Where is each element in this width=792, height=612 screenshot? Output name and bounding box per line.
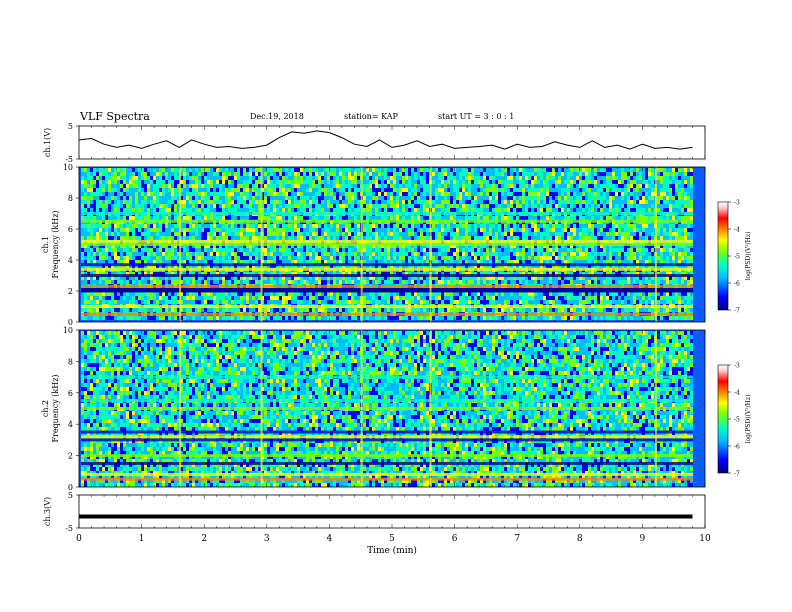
colorbar <box>717 201 729 311</box>
y-tick-label: 5 <box>68 122 73 131</box>
colorbar-tick-label: -3 <box>734 200 740 207</box>
y-axis-label: ch.3(V) <box>43 497 52 526</box>
colorbar-tick-label: -6 <box>734 444 740 451</box>
series-line <box>78 130 693 150</box>
y-tick-label: 4 <box>68 256 73 265</box>
header-title: VLF Spectra <box>80 110 150 123</box>
y-tick-label: 2 <box>68 287 73 296</box>
header-start-time: start UT = 3 : 0 : 1 <box>438 112 515 121</box>
x-tick-label: 3 <box>264 534 270 544</box>
colorbar-tick-label: -4 <box>734 227 740 234</box>
y-tick-label: 6 <box>68 389 73 398</box>
y-axis-label: ch.1(V) <box>43 128 52 157</box>
y-tick-label: 0 <box>68 318 73 327</box>
colorbar <box>717 364 729 474</box>
colorbar-tick-label: -6 <box>734 281 740 288</box>
colorbar-tick-label: -4 <box>734 390 740 397</box>
colorbar-label: log(PSD)(V²/Hz) <box>745 232 752 281</box>
x-tick-label: 9 <box>640 534 646 544</box>
panel-frame <box>78 494 706 529</box>
x-tick-label: 8 <box>577 534 583 544</box>
y-tick-label: -5 <box>65 524 73 533</box>
x-tick-label: 4 <box>327 534 333 544</box>
header-date: Dec.19, 2018 <box>250 112 304 121</box>
x-tick-label: 0 <box>76 534 82 544</box>
x-tick-label: 10 <box>699 534 711 544</box>
y-axis-label: Frequency (kHz) <box>51 210 60 278</box>
y-axis-label-channel: ch.2 <box>41 400 50 417</box>
x-tick-label: 7 <box>514 534 520 544</box>
colorbar-tick-label: -5 <box>734 417 740 424</box>
y-tick-label: 6 <box>68 225 73 234</box>
y-tick-label: 5 <box>68 491 73 500</box>
colorbar-tick-label: -3 <box>734 363 740 370</box>
y-tick-label: 8 <box>68 357 73 366</box>
y-tick-label: -5 <box>65 155 73 164</box>
y-tick-label: 8 <box>68 194 73 203</box>
x-tick-label: 1 <box>139 534 145 544</box>
colorbar-tick-label: -5 <box>734 254 740 261</box>
y-tick-label: 10 <box>63 163 73 172</box>
y-tick-label: 4 <box>68 420 73 429</box>
y-axis-label: Frequency (kHz) <box>51 374 60 442</box>
x-tick-label: 2 <box>201 534 207 544</box>
y-tick-label: 0 <box>68 483 73 492</box>
colorbar-tick-label: -7 <box>734 471 740 478</box>
y-tick-label: 2 <box>68 452 73 461</box>
panel-frame <box>78 125 706 160</box>
y-axis-label-channel: ch.1 <box>41 236 50 253</box>
colorbar-tick-label: -7 <box>734 308 740 315</box>
x-tick-label: 6 <box>452 534 458 544</box>
spectrogram-cells <box>81 167 693 322</box>
header-station: station= KAP <box>344 112 398 121</box>
x-axis-label: Time (min) <box>367 545 417 556</box>
spectrogram-cells <box>81 330 693 487</box>
x-tick-label: 5 <box>389 534 395 544</box>
y-tick-label: 10 <box>63 326 73 335</box>
colorbar-label: log(PSD)(V²/Hz) <box>745 395 752 444</box>
